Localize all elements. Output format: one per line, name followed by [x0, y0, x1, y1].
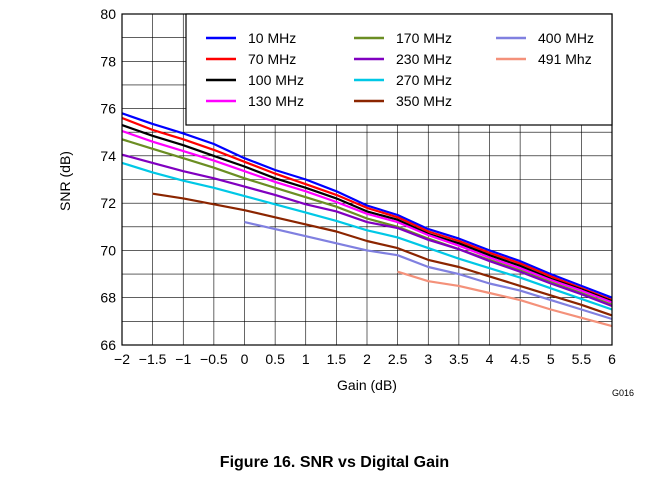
- legend: 10 MHz 70 MHz 100 MHz 130 MHz 170 MHz 230 MHz…: [185, 13, 613, 126]
- series-line-10-mhz: [121, 112, 613, 299]
- series-line-170-mhz: [121, 138, 613, 306]
- legend-box: [185, 13, 613, 126]
- x-tick-label: 0.5: [265, 351, 285, 367]
- legend-label: 230 MHz: [396, 51, 452, 67]
- legend-label: 10 MHz: [248, 30, 296, 46]
- series-line-230-mhz: [121, 153, 613, 308]
- legend-label: 70 MHz: [248, 51, 296, 67]
- x-tick-label: 3: [424, 351, 432, 367]
- series-line-400-mhz: [244, 221, 613, 321]
- y-tick-label: 70: [100, 242, 116, 258]
- x-axis-title: Gain (dB): [337, 377, 397, 393]
- y-tick-label: 80: [100, 6, 116, 22]
- y-tick-label: 72: [100, 195, 116, 211]
- legend-label: 100 MHz: [248, 72, 304, 88]
- x-tick-label: 6: [608, 351, 616, 367]
- series-line-350-mhz: [152, 192, 613, 317]
- y-axis-title: SNR (dB): [57, 151, 73, 211]
- x-tick-label: 5.5: [572, 351, 592, 367]
- x-tick-label: 4: [486, 351, 494, 367]
- x-tick-label: 3.5: [449, 351, 469, 367]
- x-tick-label: 2.5: [388, 351, 408, 367]
- legend-label: 350 MHz: [396, 93, 452, 109]
- legend-label: 130 MHz: [248, 93, 304, 109]
- x-tick-label: 1: [302, 351, 310, 367]
- x-tick-label: 4.5: [510, 351, 530, 367]
- x-tick-label: 2: [363, 351, 371, 367]
- x-tick-label: −1.5: [139, 351, 167, 367]
- y-tick-label: 78: [100, 53, 116, 69]
- y-tick-label: 66: [100, 337, 116, 353]
- series-line-100-mhz: [121, 124, 613, 303]
- x-tick-label: 0: [241, 351, 249, 367]
- y-tick-label: 76: [100, 101, 116, 117]
- legend-label: 270 MHz: [396, 72, 452, 88]
- y-tick-labels: 66 68 70 72 74 76 78 80: [100, 6, 116, 353]
- figure-id: G016: [612, 388, 634, 398]
- legend-label: 170 MHz: [396, 30, 452, 46]
- series-line-70-mhz: [121, 116, 613, 302]
- series-line-270-mhz: [121, 161, 613, 311]
- x-tick-label: 1.5: [327, 351, 347, 367]
- figure-caption: Figure 16. SNR vs Digital Gain: [219, 454, 450, 471]
- x-tick-label: −0.5: [200, 351, 228, 367]
- y-tick-label: 74: [100, 148, 116, 164]
- series-lines: [121, 112, 613, 328]
- series-line-491-mhz: [397, 270, 613, 328]
- series-line-130-mhz: [121, 129, 613, 304]
- x-tick-label: −1: [175, 351, 191, 367]
- y-tick-label: 68: [100, 290, 116, 306]
- x-tick-labels: −2 −1.5 −1 −0.5 0 0.5 1 1.5 2 2.5 3 3.5 4 4.5 5 5.5 6: [114, 351, 616, 367]
- x-tick-label: 5: [547, 351, 555, 367]
- legend-label: 491 Mhz: [538, 51, 592, 67]
- x-tick-label: −2: [114, 351, 130, 367]
- legend-label: 400 MHz: [538, 30, 594, 46]
